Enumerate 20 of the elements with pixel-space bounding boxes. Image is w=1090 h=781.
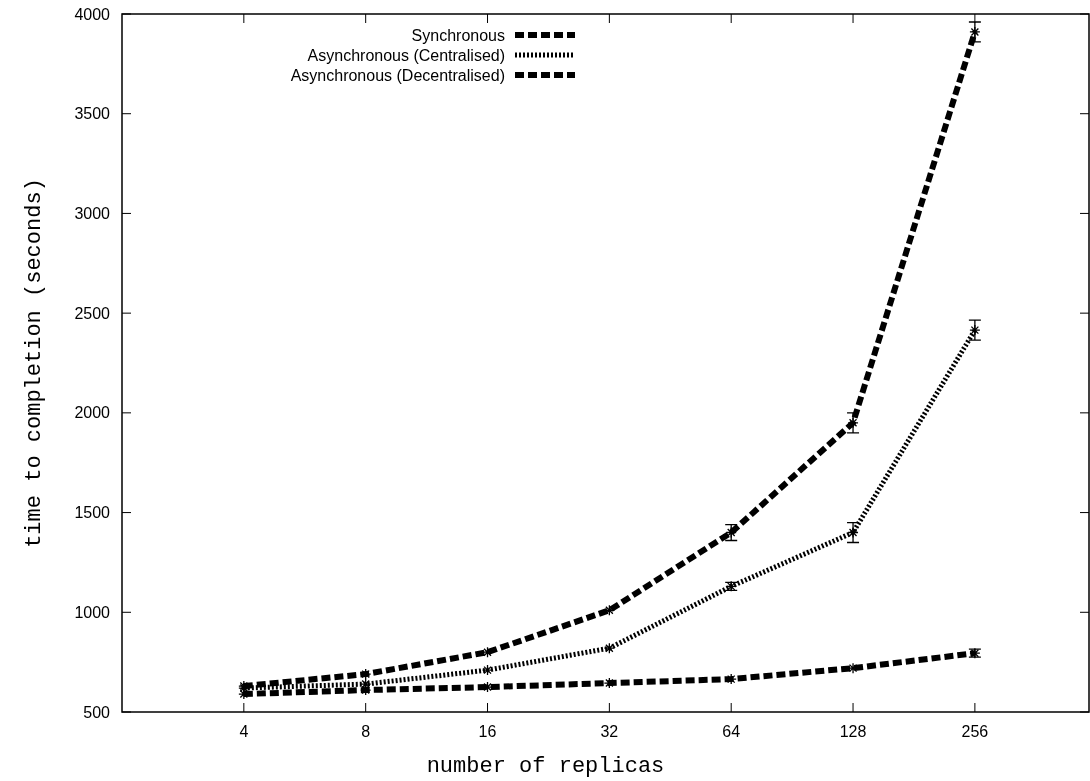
y-tick-label: 3000 bbox=[74, 205, 111, 223]
x-tick-label: 4 bbox=[239, 723, 249, 740]
y-tick-label: 3500 bbox=[74, 105, 111, 123]
x-tick-label: 64 bbox=[722, 723, 741, 740]
x-tick-label: 128 bbox=[839, 723, 867, 740]
x-tick-label: 16 bbox=[478, 723, 497, 740]
x-tick-label: 32 bbox=[600, 723, 619, 740]
y-tick-label: 2500 bbox=[74, 304, 111, 322]
legend-label: Synchronous bbox=[411, 26, 505, 44]
legend-label: Asynchronous (Decentralised) bbox=[290, 66, 505, 84]
y-tick-label: 1000 bbox=[74, 603, 111, 621]
legend-label: Asynchronous (Centralised) bbox=[307, 46, 505, 64]
y-tick-label: 500 bbox=[83, 703, 111, 721]
x-tick-label: 256 bbox=[961, 723, 989, 740]
x-axis-title: number of replicas bbox=[426, 754, 665, 779]
x-tick-label: 8 bbox=[361, 723, 371, 740]
y-tick-label: 4000 bbox=[74, 5, 111, 23]
y-tick-label: 2000 bbox=[74, 404, 111, 422]
y-axis-title: time to completion (seconds) bbox=[22, 178, 47, 548]
y-tick-label: 1500 bbox=[74, 504, 111, 522]
